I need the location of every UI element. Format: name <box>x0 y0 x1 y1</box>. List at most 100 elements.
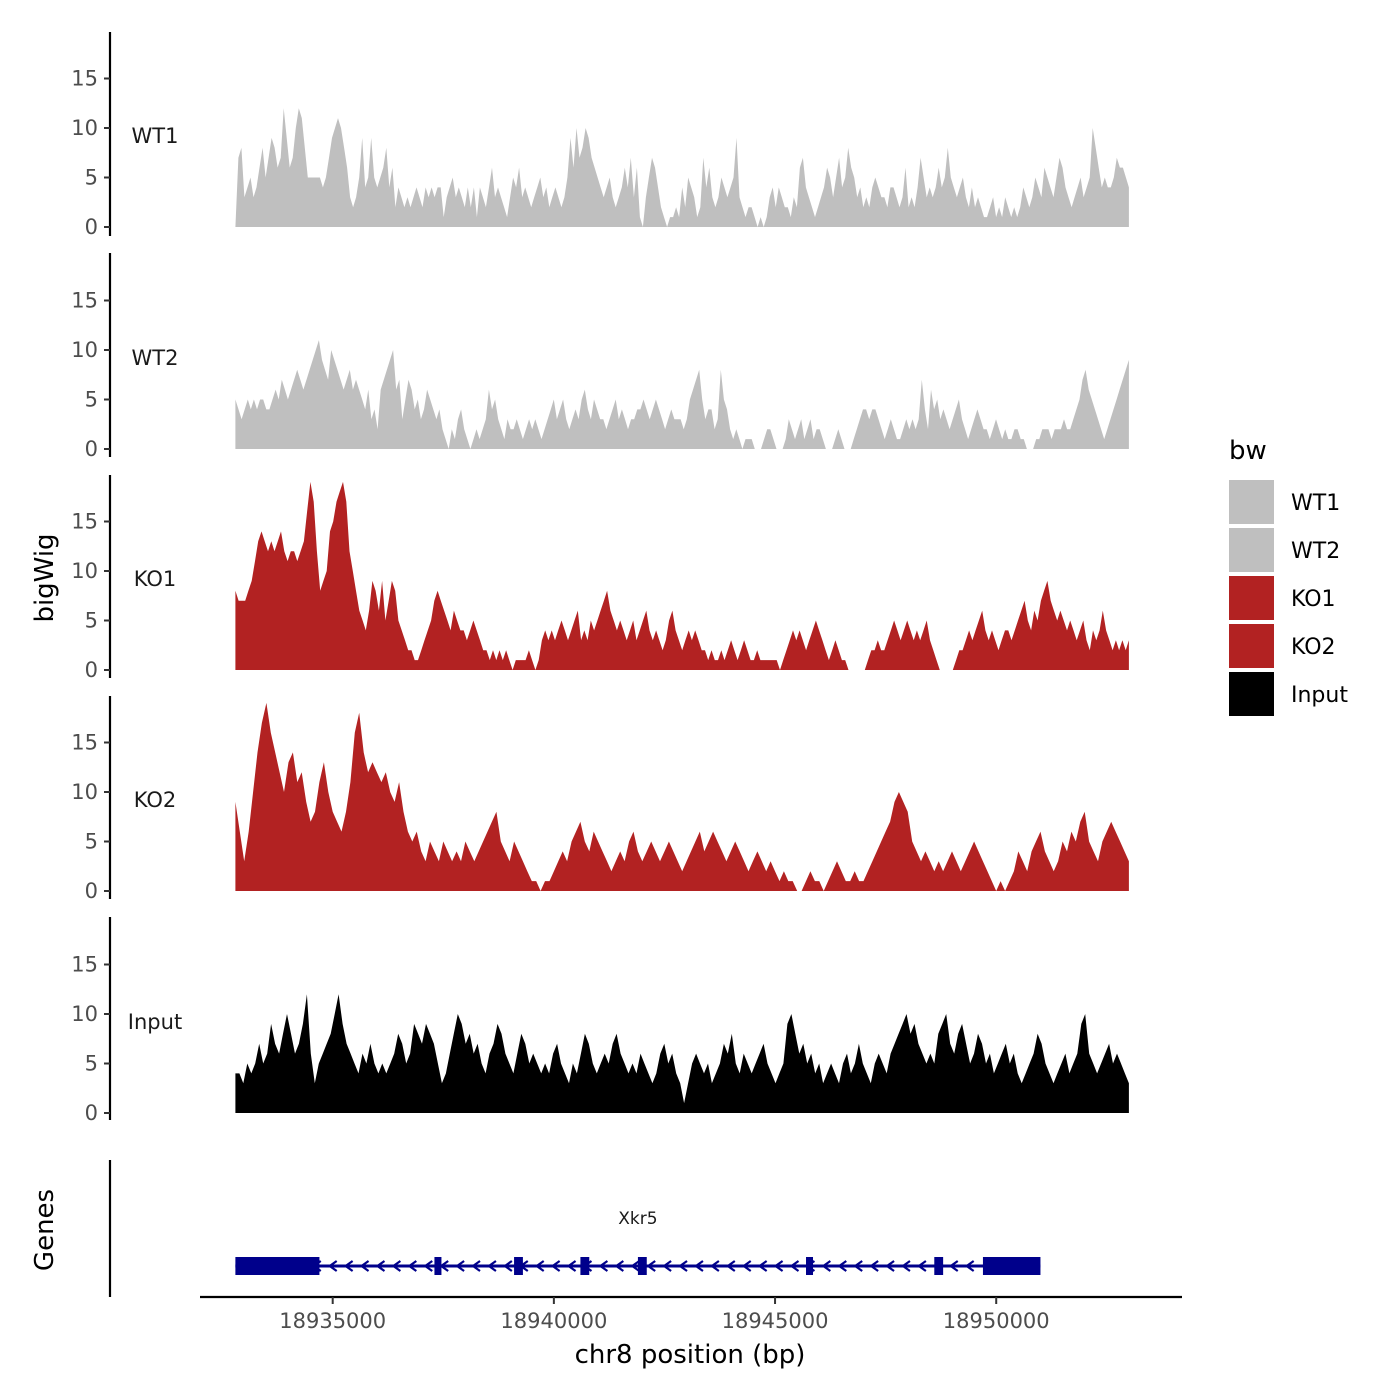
y-tick-label: 10 <box>71 1002 98 1026</box>
y-tick-label: 15 <box>71 289 98 313</box>
legend: bw WT1 WT2 KO1 KO2 Input <box>1229 436 1348 716</box>
coverage-area-wt1 <box>235 108 1129 227</box>
strand-arrow <box>741 1260 752 1272</box>
y-tick-label: 0 <box>85 879 98 903</box>
track-panel-wt2: 0 5 10 15 WT2 <box>71 253 1129 461</box>
strand-arrow <box>327 1260 338 1272</box>
legend-swatch-wt1 <box>1229 480 1274 524</box>
legend-title: bw <box>1229 436 1267 466</box>
gene-exon <box>580 1257 590 1275</box>
strand-arrow <box>407 1260 417 1272</box>
gene-exon <box>934 1257 944 1275</box>
legend-label-ko1: KO1 <box>1291 587 1336 612</box>
gene-name-label: Xkr5 <box>618 1209 657 1229</box>
y-tick-label: 5 <box>85 1052 98 1076</box>
y-tick-label: 15 <box>71 510 98 534</box>
strand-arrow <box>948 1260 959 1272</box>
track-label-wt1: WT1 <box>132 124 179 148</box>
strand-arrow <box>614 1260 624 1272</box>
strand-arrow <box>487 1260 497 1272</box>
tracks-layer: 0 5 10 15 WT1 0 5 10 15 WT2 0 5 10 15 KO1 0 5 10 15 KO2 0 5 10… <box>71 32 1129 1125</box>
strand-arrow <box>534 1260 545 1272</box>
y-tick-label: 5 <box>85 388 98 412</box>
track-panel-ko1: 0 5 10 15 KO1 <box>71 475 1129 682</box>
strand-arrow <box>709 1260 720 1272</box>
legend-label-wt1: WT1 <box>1291 491 1340 516</box>
track-panel-input: 0 5 10 15 Input <box>71 917 1129 1125</box>
coverage-area-ko2 <box>235 702 1129 891</box>
strand-arrow <box>869 1260 879 1272</box>
strand-arrow <box>853 1260 863 1272</box>
x-axis-title: chr8 position (bp) <box>575 1340 806 1370</box>
y-tick-label: 0 <box>85 437 98 461</box>
strand-arrow <box>725 1260 736 1272</box>
track-label-ko2: KO2 <box>134 788 177 812</box>
gene-exon <box>235 1257 320 1275</box>
strand-arrow <box>359 1260 370 1272</box>
y-tick-label: 0 <box>85 658 98 682</box>
y-tick-label: 5 <box>85 830 98 854</box>
y-tick-label: 10 <box>71 116 98 140</box>
strand-arrow <box>566 1260 577 1272</box>
legend-swatch-wt2 <box>1229 528 1274 572</box>
gene-exon <box>806 1257 814 1275</box>
x-tick-label: 18945000 <box>722 1309 829 1333</box>
track-panel-wt1: 0 5 10 15 WT1 <box>71 32 1129 239</box>
coverage-area-wt2 <box>235 340 1129 449</box>
gene-exon <box>982 1257 1041 1275</box>
gene-exon <box>637 1257 647 1275</box>
legend-label-wt2: WT2 <box>1291 539 1340 564</box>
strand-arrow <box>455 1260 465 1272</box>
strand-arrow <box>757 1260 768 1272</box>
y-tick-label: 0 <box>85 215 98 239</box>
y-tick-label: 10 <box>71 559 98 583</box>
strand-arrow <box>837 1260 847 1272</box>
x-tick-label: 18950000 <box>943 1309 1050 1333</box>
legend-swatch-ko1 <box>1229 576 1274 620</box>
strand-arrow <box>901 1260 911 1272</box>
gene-exon <box>514 1257 523 1275</box>
strand-arrow <box>964 1260 975 1272</box>
y-tick-label: 5 <box>85 609 98 633</box>
strand-arrow <box>821 1260 831 1272</box>
strand-arrow <box>391 1260 402 1272</box>
y-tick-label: 10 <box>71 780 98 804</box>
track-label-wt2: WT2 <box>132 346 179 370</box>
strand-arrow <box>502 1260 513 1272</box>
strand-arrow <box>598 1260 609 1272</box>
gene-exon <box>434 1257 442 1275</box>
y-tick-label: 10 <box>71 338 98 362</box>
legend-swatch-input <box>1229 672 1274 716</box>
legend-swatch-ko2 <box>1229 624 1274 668</box>
y-tick-label: 15 <box>71 731 98 755</box>
legend-label-ko2: KO2 <box>1291 635 1336 660</box>
strand-arrow <box>662 1260 672 1272</box>
y-tick-label: 0 <box>85 1101 98 1125</box>
track-label-ko1: KO1 <box>134 567 177 591</box>
track-label-input: Input <box>128 1010 182 1034</box>
strand-arrow <box>694 1260 704 1272</box>
strand-arrow <box>550 1260 561 1272</box>
strand-arrow <box>885 1260 895 1272</box>
x-axis: 18935000 18940000 18945000 18950000 <box>200 1295 1182 1333</box>
genes-axis-title: Genes <box>30 1189 60 1271</box>
y-tick-label: 15 <box>71 953 98 977</box>
track-panel-ko2: 0 5 10 15 KO2 <box>71 696 1129 903</box>
coverage-area-input <box>235 994 1129 1113</box>
strand-arrow <box>917 1260 927 1272</box>
strand-arrow <box>471 1260 481 1272</box>
strand-arrow <box>423 1260 433 1272</box>
legend-label-input: Input <box>1291 683 1348 708</box>
strand-arrow <box>375 1260 386 1272</box>
x-tick-label: 18935000 <box>279 1309 386 1333</box>
y-tick-label: 5 <box>85 166 98 190</box>
x-tick-label: 18940000 <box>500 1309 607 1333</box>
gene-track: Xkr5 <box>108 1160 1041 1297</box>
y-tick-label: 15 <box>71 67 98 91</box>
strand-arrow <box>773 1260 784 1272</box>
strand-arrow <box>630 1260 640 1272</box>
strand-arrow <box>678 1260 688 1272</box>
coverage-area-ko1 <box>235 481 1129 670</box>
strand-arrow <box>646 1260 656 1272</box>
